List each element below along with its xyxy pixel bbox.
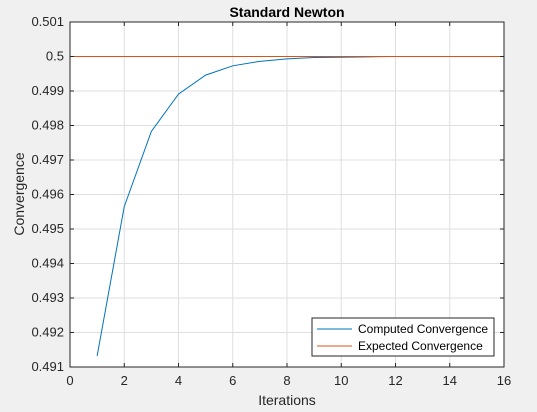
x-tick-label: 12: [388, 373, 402, 388]
x-tick-label: 0: [66, 373, 73, 388]
y-tick-label: 0.498: [31, 118, 64, 133]
y-tick-label: 0.494: [31, 256, 64, 271]
y-tick-label: 0.5: [46, 49, 64, 64]
y-tick-label: 0.501: [31, 14, 64, 29]
y-tick-label: 0.493: [31, 290, 64, 305]
y-tick-label: 0.491: [31, 359, 64, 374]
x-tick-label: 8: [283, 373, 290, 388]
y-tick-label: 0.499: [31, 83, 64, 98]
y-tick-label: 0.495: [31, 221, 64, 236]
chart-title: Standard Newton: [229, 4, 344, 20]
y-tick-label: 0.497: [31, 152, 64, 167]
x-tick-label: 10: [334, 373, 348, 388]
series-layer: [70, 56, 504, 357]
legend-label-expected-convergence: Expected Convergence: [358, 339, 483, 353]
x-tick-label: 2: [121, 373, 128, 388]
x-tick-label: 6: [229, 373, 236, 388]
ticks: 0 2 4 6 8 10 12 14 16 0.491 0.492 0.493 0.494 0.495 0.…: [31, 14, 511, 388]
y-tick-label: 0.496: [31, 187, 64, 202]
x-axis-label: Iterations: [258, 392, 316, 408]
x-tick-label: 4: [175, 373, 182, 388]
x-tick-label: 16: [497, 373, 511, 388]
legend[interactable]: Computed Convergence Expected Convergenc…: [311, 317, 495, 357]
y-tick-label: 0.492: [31, 325, 64, 340]
y-axis-label: Convergence: [11, 152, 27, 235]
legend-label-computed-convergence: Computed Convergence: [358, 322, 488, 336]
legend-box: [311, 317, 495, 357]
x-tick-label: 14: [443, 373, 457, 388]
